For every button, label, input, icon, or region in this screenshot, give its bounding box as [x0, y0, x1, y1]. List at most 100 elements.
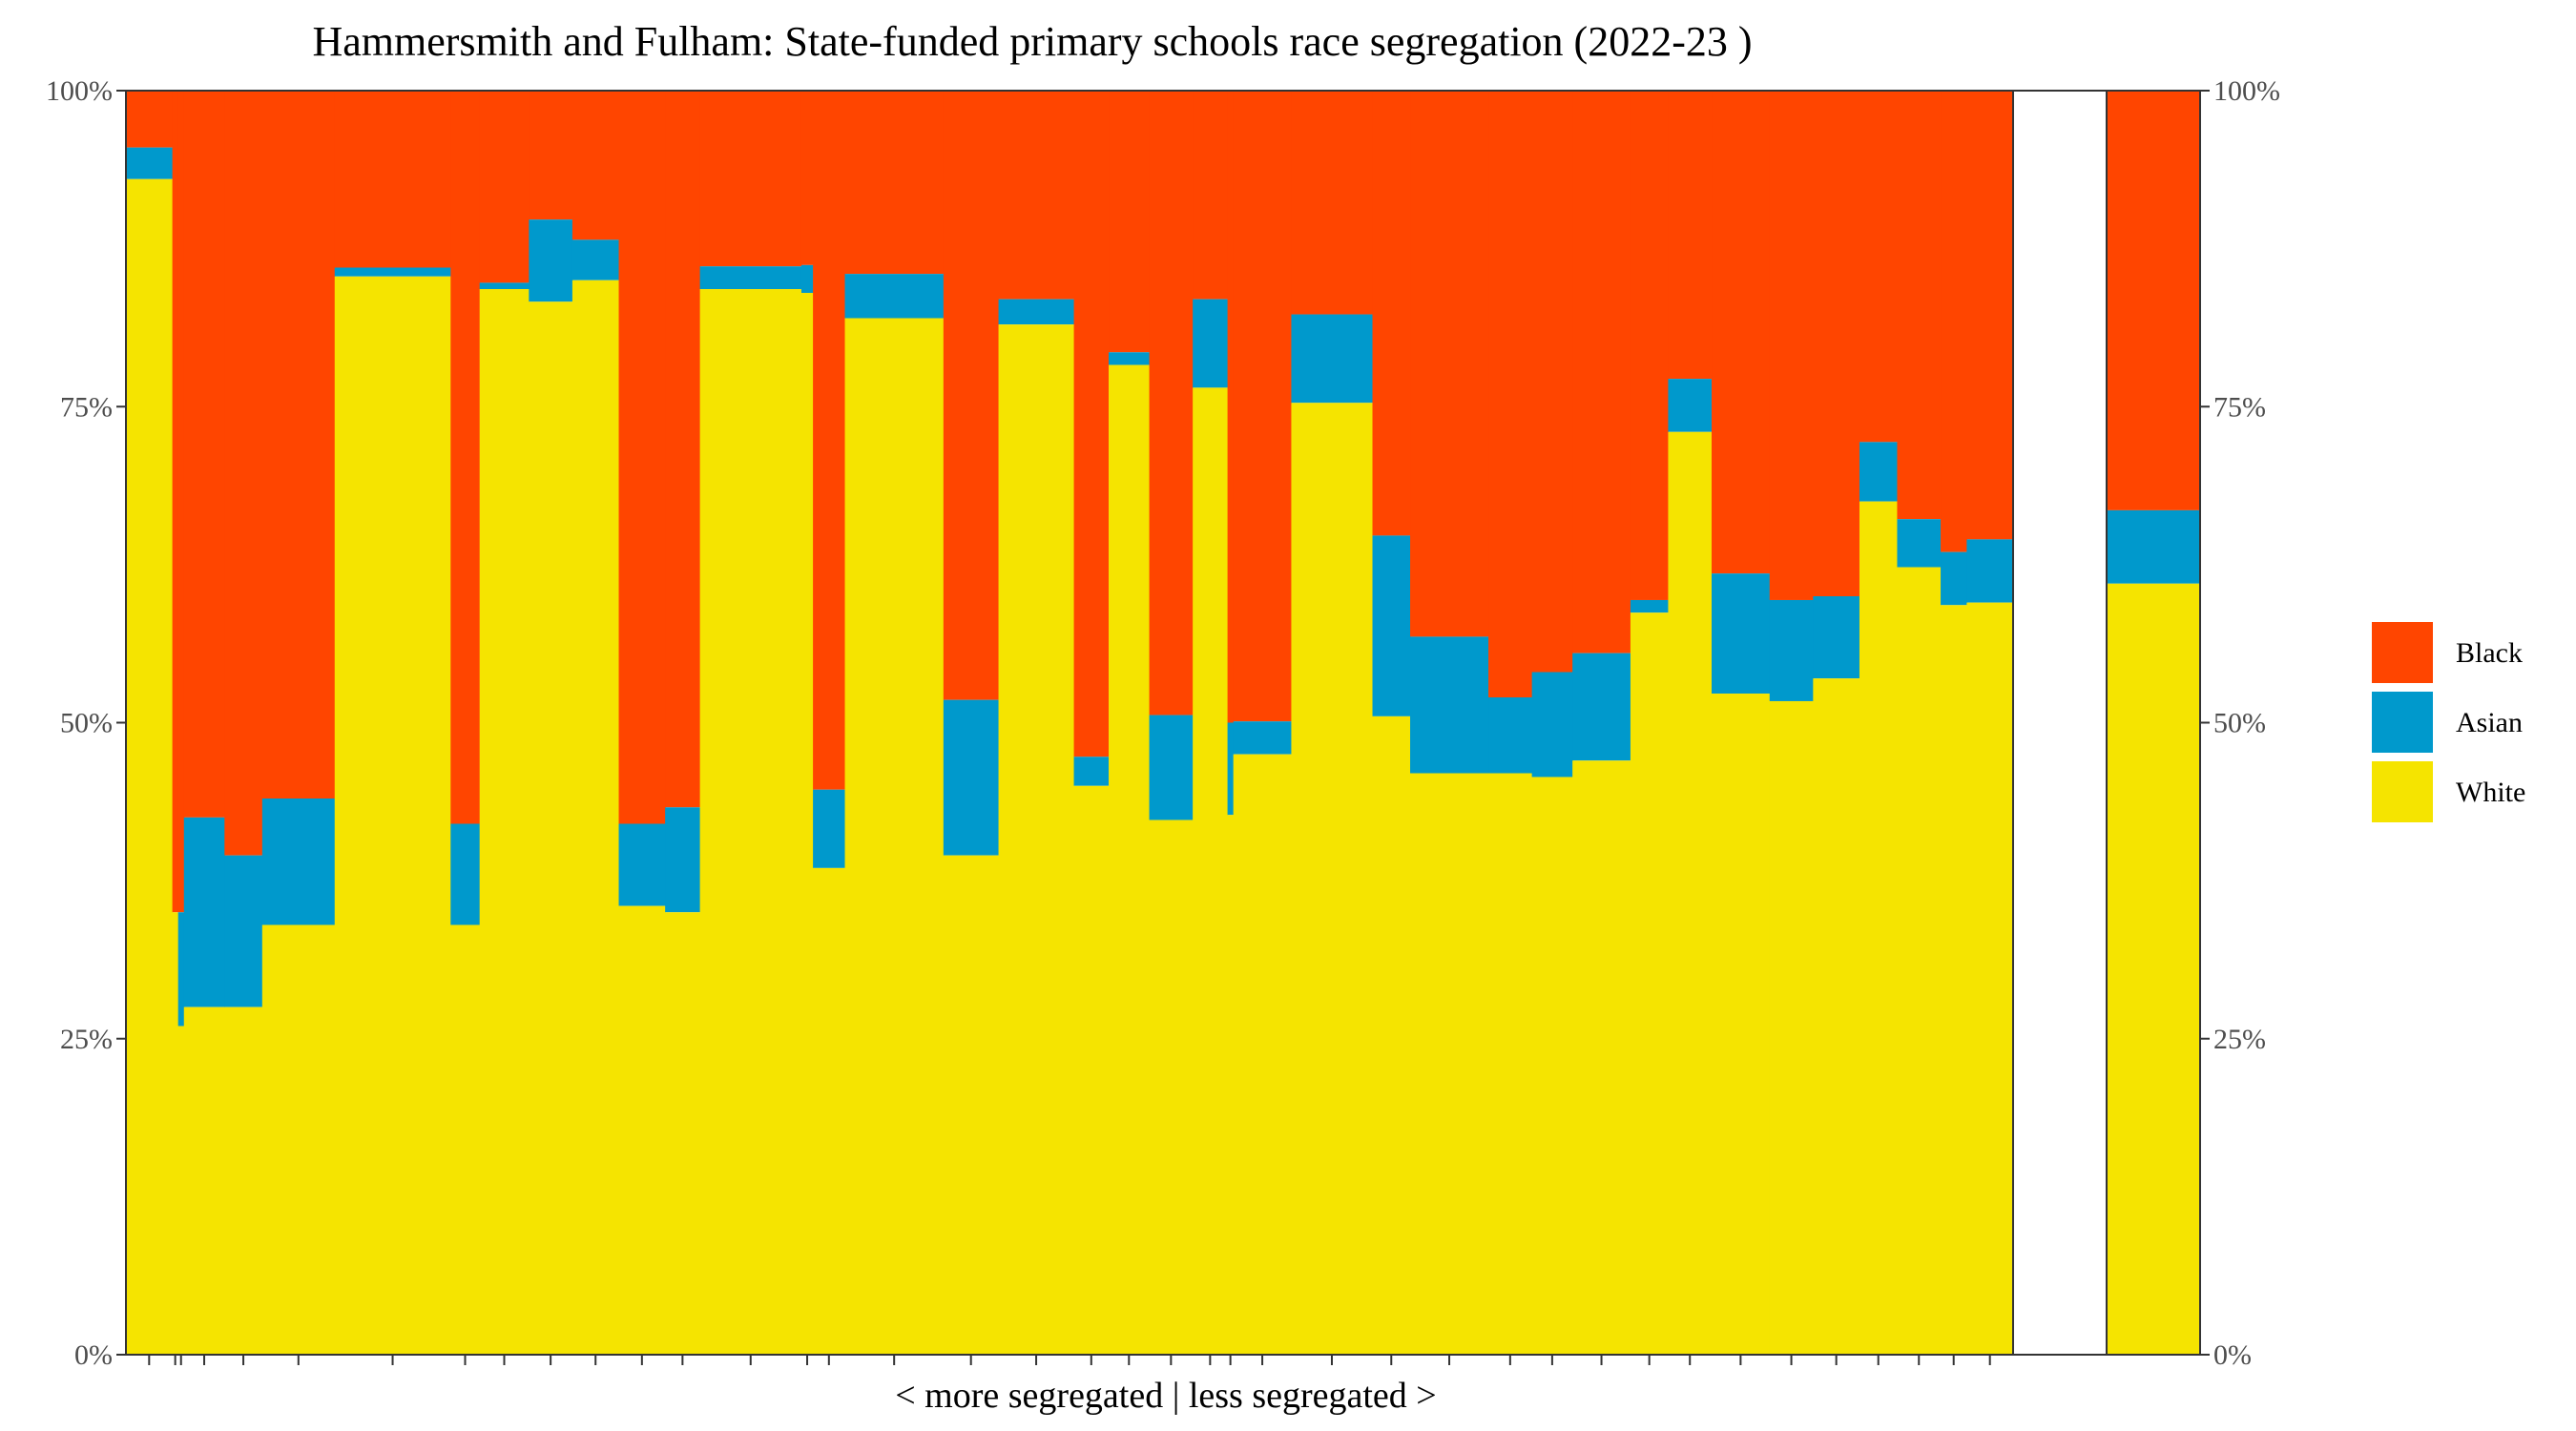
bar-black-21 — [1149, 91, 1194, 716]
bar-asian-16 — [844, 274, 945, 319]
bar-asian-14 — [800, 264, 814, 293]
bar-white-21 — [1149, 819, 1194, 1355]
bar-white-25 — [1291, 403, 1374, 1355]
bar-black-23 — [1227, 91, 1235, 723]
bar-asian-36 — [1859, 442, 1899, 502]
bar-white-22 — [1193, 387, 1229, 1355]
bar-black-25 — [1291, 91, 1374, 315]
bar-black-31 — [1630, 91, 1670, 600]
bar-black-30 — [1572, 91, 1631, 653]
bar-white-33 — [1712, 694, 1771, 1355]
bar-white-1 — [172, 912, 179, 1355]
y-tick-label-left-1: 25% — [60, 1024, 113, 1055]
bar-asian-0 — [126, 147, 174, 179]
bar-white-3 — [183, 1006, 225, 1355]
bar-white-29 — [1531, 777, 1573, 1355]
y-tick-label-right-0: 0% — [2213, 1339, 2252, 1371]
bar-asian-31 — [1630, 599, 1670, 613]
bar-black-6 — [334, 91, 451, 268]
bar-asian-22 — [1193, 299, 1229, 388]
bar-asian-15 — [813, 789, 846, 868]
bar-white-35 — [1813, 678, 1860, 1355]
bar-black-2 — [177, 91, 185, 913]
bar-black-13 — [699, 91, 802, 267]
bar-asian-38 — [1941, 551, 1967, 606]
bar-asian-4 — [224, 855, 263, 1007]
y-tick-label-right-1: 25% — [2213, 1024, 2266, 1055]
bar-asian-23 — [1227, 722, 1235, 816]
y-tick-label-left-2: 50% — [60, 708, 113, 739]
bar-black-10 — [571, 91, 620, 240]
bar-asian-5 — [261, 798, 336, 925]
bar-asian-29 — [1531, 672, 1573, 778]
bar-asian-12 — [665, 807, 701, 913]
bar-black-22 — [1193, 91, 1229, 300]
bar-black-39 — [1966, 91, 2014, 540]
bar-white-30 — [1572, 760, 1631, 1355]
bar-black-16 — [844, 91, 945, 275]
bar-asian-30 — [1572, 653, 1631, 761]
la-bar-asian — [2107, 509, 2200, 584]
bar-asian-17 — [943, 699, 1000, 856]
bar-white-37 — [1897, 567, 1942, 1355]
bar-black-28 — [1488, 91, 1533, 697]
bar-white-4 — [224, 1006, 263, 1355]
bar-black-0 — [126, 91, 174, 148]
y-tick-label-left-0: 0% — [74, 1339, 113, 1371]
la-bar-black — [2107, 91, 2200, 510]
bar-asian-13 — [699, 266, 802, 290]
bar-white-0 — [126, 178, 174, 1355]
y-tick-label-right-3: 75% — [2213, 391, 2266, 423]
bar-asian-8 — [479, 282, 530, 290]
bar-black-18 — [998, 91, 1075, 300]
bar-black-26 — [1372, 91, 1411, 536]
bar-black-29 — [1531, 91, 1573, 673]
bar-black-34 — [1769, 91, 1814, 600]
bar-black-7 — [450, 91, 481, 824]
bar-asian-32 — [1668, 379, 1713, 432]
bar-asian-9 — [529, 219, 573, 302]
y-tick-label-left-3: 75% — [60, 391, 113, 423]
bar-white-34 — [1769, 700, 1814, 1355]
bar-asian-2 — [177, 912, 185, 1027]
bar-black-20 — [1109, 91, 1151, 353]
legend-label-white: White — [2456, 777, 2525, 808]
bar-white-12 — [665, 912, 701, 1355]
bar-white-11 — [618, 905, 666, 1355]
legend: Black Asian White — [2372, 622, 2525, 822]
bar-asian-26 — [1372, 535, 1411, 716]
bar-white-7 — [450, 924, 481, 1355]
bar-asian-6 — [334, 267, 451, 277]
bar-asian-7 — [450, 823, 481, 925]
bar-black-14 — [800, 91, 814, 265]
bar-white-9 — [529, 301, 573, 1355]
bar-black-19 — [1073, 91, 1110, 757]
x-axis-ticks — [148, 1355, 1991, 1365]
bar-white-36 — [1859, 501, 1899, 1355]
bar-asian-19 — [1073, 757, 1110, 786]
bar-white-13 — [699, 289, 802, 1355]
legend-label-asian: Asian — [2456, 707, 2523, 738]
bar-asian-33 — [1712, 573, 1771, 695]
bar-white-18 — [998, 324, 1075, 1355]
y-axis-right: 0% 25% 50% 75% 100% — [2200, 75, 2280, 1371]
bar-white-6 — [334, 276, 451, 1355]
bar-asian-20 — [1109, 352, 1151, 365]
bar-black-36 — [1859, 91, 1899, 443]
bar-black-37 — [1897, 91, 1942, 520]
bar-black-11 — [618, 91, 666, 824]
bar-asian-18 — [998, 299, 1075, 325]
legend-key-asian — [2372, 692, 2433, 753]
bar-white-5 — [261, 924, 336, 1355]
bar-white-32 — [1668, 431, 1713, 1355]
bar-white-19 — [1073, 785, 1110, 1355]
bar-white-8 — [479, 289, 530, 1355]
legend-key-black — [2372, 622, 2433, 683]
bar-black-17 — [943, 91, 1000, 700]
y-tick-label-left-4: 100% — [46, 75, 113, 107]
bar-white-24 — [1233, 754, 1293, 1355]
bar-white-28 — [1488, 773, 1533, 1355]
bar-black-1 — [172, 91, 179, 913]
bar-asian-24 — [1233, 721, 1293, 755]
